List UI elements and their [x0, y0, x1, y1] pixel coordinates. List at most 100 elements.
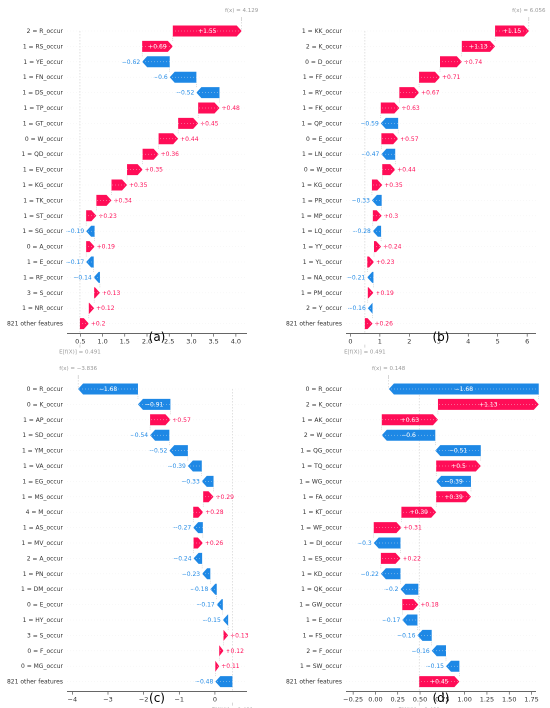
panel-b-bar-value-17: −0.21 [347, 274, 366, 281]
panel-c-feature-label-5: 1 = YM_occur [22, 448, 64, 455]
panel-c-bar-value-1: −1.68 [99, 386, 118, 393]
panel-a-bar-value-19: +0.12 [96, 305, 115, 312]
panel-c-bar-4 [150, 429, 170, 441]
panel-a-bar-value-5: −0.52 [176, 90, 195, 97]
panel-a-bar-value-4: −0.6 [153, 74, 168, 81]
panel-b-bar-value-15: +0.24 [383, 244, 402, 251]
panel-d-feature-label-5: 1 = QG_occur [300, 448, 342, 455]
panel-b-bar-value-1: +1.15 [503, 28, 522, 35]
panel-c-bar-1 [78, 383, 138, 395]
panel-c-feature-label-4: 1 = SD_occur [22, 432, 63, 439]
panel-a-bar-7 [178, 117, 199, 129]
panel-b-feature-label-15: 1 = YY_occur [302, 244, 342, 251]
panel-d-bar-8 [436, 491, 471, 503]
panel-a-feature-label-12: 1 = TK_occur [23, 197, 63, 204]
panel-c-caption: (c) [149, 691, 165, 705]
panel-c-bar-value-19: +0.11 [221, 663, 240, 670]
panel-c-x-tick-label-4: −1 [174, 696, 184, 704]
panel-a-bar-value-18: +0.13 [102, 290, 121, 297]
panel-d-feature-label-3: 1 = AK_occur [302, 417, 343, 424]
panel-a-feature-label-18: 3 = S_occur [27, 290, 64, 297]
panel-d-feature-label-12: 1 = ES_occur [302, 555, 342, 562]
panel-d-feature-label-6: 1 = TQ_occur [301, 463, 342, 470]
panel-a-fx-label: f(x) = 4.129 [225, 8, 259, 14]
panel-c-bar-value-8: +0.29 [216, 494, 235, 501]
panel-c-bar-value-13: −0.23 [182, 571, 201, 578]
panel-a-bar-9 [142, 148, 159, 160]
panel-b-bar-value-12: −0.33 [352, 197, 371, 204]
panel-c-bar-value-10: −0.27 [173, 525, 192, 532]
panel-c-bar-7 [201, 475, 214, 487]
panel-c-feature-label-12: 2 = A_occur [27, 555, 64, 562]
panel-c-bar-value-2: −0.91 [145, 401, 164, 408]
panel-c-feature-label-6: 1 = VA_occur [23, 463, 64, 470]
panel-d-bar-13 [380, 568, 401, 580]
panel-a-feature-label-14: 1 = SG_occur [22, 228, 63, 235]
panel-a-feature-label-6: 1 = TP_occur [24, 105, 64, 112]
panel-d-feature-label-17: 1 = FS_occur [303, 632, 343, 639]
panel-c-fx-label: f(x) = −3.836 [59, 366, 97, 372]
panel-c-bar-value-15: −0.17 [196, 602, 215, 609]
panel-a-feature-label-2: 1 = RS_occur [23, 43, 64, 50]
panel-c-feature-label-15: 0 = E_occur [27, 602, 64, 609]
panel-d-x-tick-label-7: 1.25 [480, 696, 494, 704]
panel-a-x-tick-label-4: 2.0 [142, 338, 152, 346]
panel-c-bar-value-16: −0.15 [202, 617, 221, 624]
panel-c-bar-value-4: −0.54 [130, 432, 149, 439]
panel-c-x-tick-label-1: −4 [68, 696, 78, 704]
panel-d-caption: (d) [433, 691, 450, 705]
panel-c-bar-value-11: +0.26 [205, 540, 224, 547]
panel-b-bar-value-4: +0.71 [442, 74, 461, 81]
panel-c-bar-16 [222, 614, 229, 626]
panel-b-feature-label-16: 1 = YL_occur [303, 259, 343, 266]
panel-d-bar-4 [381, 429, 436, 441]
panel-d-bar-value-18: −0.16 [411, 648, 430, 655]
panel-d-bar-value-3: +0.63 [401, 417, 420, 424]
panel-d-x-tick-label-9: 1.75 [524, 696, 538, 704]
panel-a-bar-value-2: +0.69 [148, 43, 167, 50]
panel-a-bar-1 [172, 25, 242, 37]
panel-c-bar-18 [219, 645, 224, 657]
panel-b-feature-label-4: 1 = FF_occur [303, 74, 343, 81]
panel-d-x-tick-label-2: 0.00 [368, 696, 382, 704]
panel-d-bar-value-8: +0.39 [444, 494, 463, 501]
panel-a-bar-3 [142, 56, 170, 68]
panel-a-bar-17 [93, 271, 100, 283]
panel-a-feature-label-8: 0 = W_occur [25, 136, 64, 143]
panel-c-bar-value-9: +0.28 [205, 509, 224, 516]
panel-a-feature-label-9: 1 = QD_occur [21, 151, 63, 158]
panel-d-feature-label-18: 2 = F_occur [306, 648, 342, 655]
panel-b-x-tick-label-6: 5 [496, 338, 500, 346]
panel-b-bar-7 [380, 117, 399, 129]
panel-c-bar-value-6: −0.39 [167, 463, 186, 470]
panel-d-bar-12 [380, 552, 401, 564]
panel-a-bar-14 [86, 225, 95, 237]
panel-b-feature-label-9: 1 = LN_occur [302, 151, 343, 158]
panel-c-bar-9 [193, 506, 204, 518]
panel-b-feature-label-19: 2 = Y_occur [306, 305, 342, 312]
panel-a-feature-label-1: 2 = R_occur [27, 28, 64, 35]
panel-d-bar-value-6: +0.5 [451, 463, 466, 470]
panel-a-feature-label-11: 1 = KG_occur [22, 182, 63, 189]
panel-a-ex-label: E[f(X)] = 0.491 [59, 350, 101, 356]
panel-d-feature-label-16: 1 = E_occur [306, 617, 343, 624]
panel-d-feature-label-4: 2 = W_occur [304, 432, 343, 439]
panel-c-feature-label-3: 1 = AP_occur [23, 417, 63, 424]
panel-d-bar-value-7: −0.39 [444, 478, 463, 485]
panel-b-bar-15 [374, 241, 382, 253]
panel-a-bar-value-17: −0.14 [73, 274, 92, 281]
panel-c-feature-label-2: 0 = K_occur [27, 401, 64, 408]
panel-b-feature-label-18: 1 = PM_occur [301, 290, 343, 297]
panel-a-x-tick-label-1: 0.5 [75, 338, 85, 346]
panel-b-bar-11 [371, 179, 383, 191]
panel-d-feature-label-11: 1 = DI_occur [303, 540, 342, 547]
panel-b-x-tick-label-5: 4 [466, 338, 470, 346]
panel-c-feature-label-8: 1 = MS_occur [22, 494, 64, 501]
panel-b-bar-value-8: +0.57 [400, 136, 419, 143]
panel-b-feature-label-12: 1 = PR_occur [302, 197, 343, 204]
panel-c-feature-label-20: 821 other features [7, 679, 63, 686]
panel-c-bar-value-7: −0.33 [181, 478, 200, 485]
panel-a-bar-value-16: −0.17 [66, 259, 85, 266]
panel-a-feature-label-17: 1 = RF_occur [23, 274, 63, 281]
panel-a-feature-label-4: 1 = FN_occur [23, 74, 64, 81]
